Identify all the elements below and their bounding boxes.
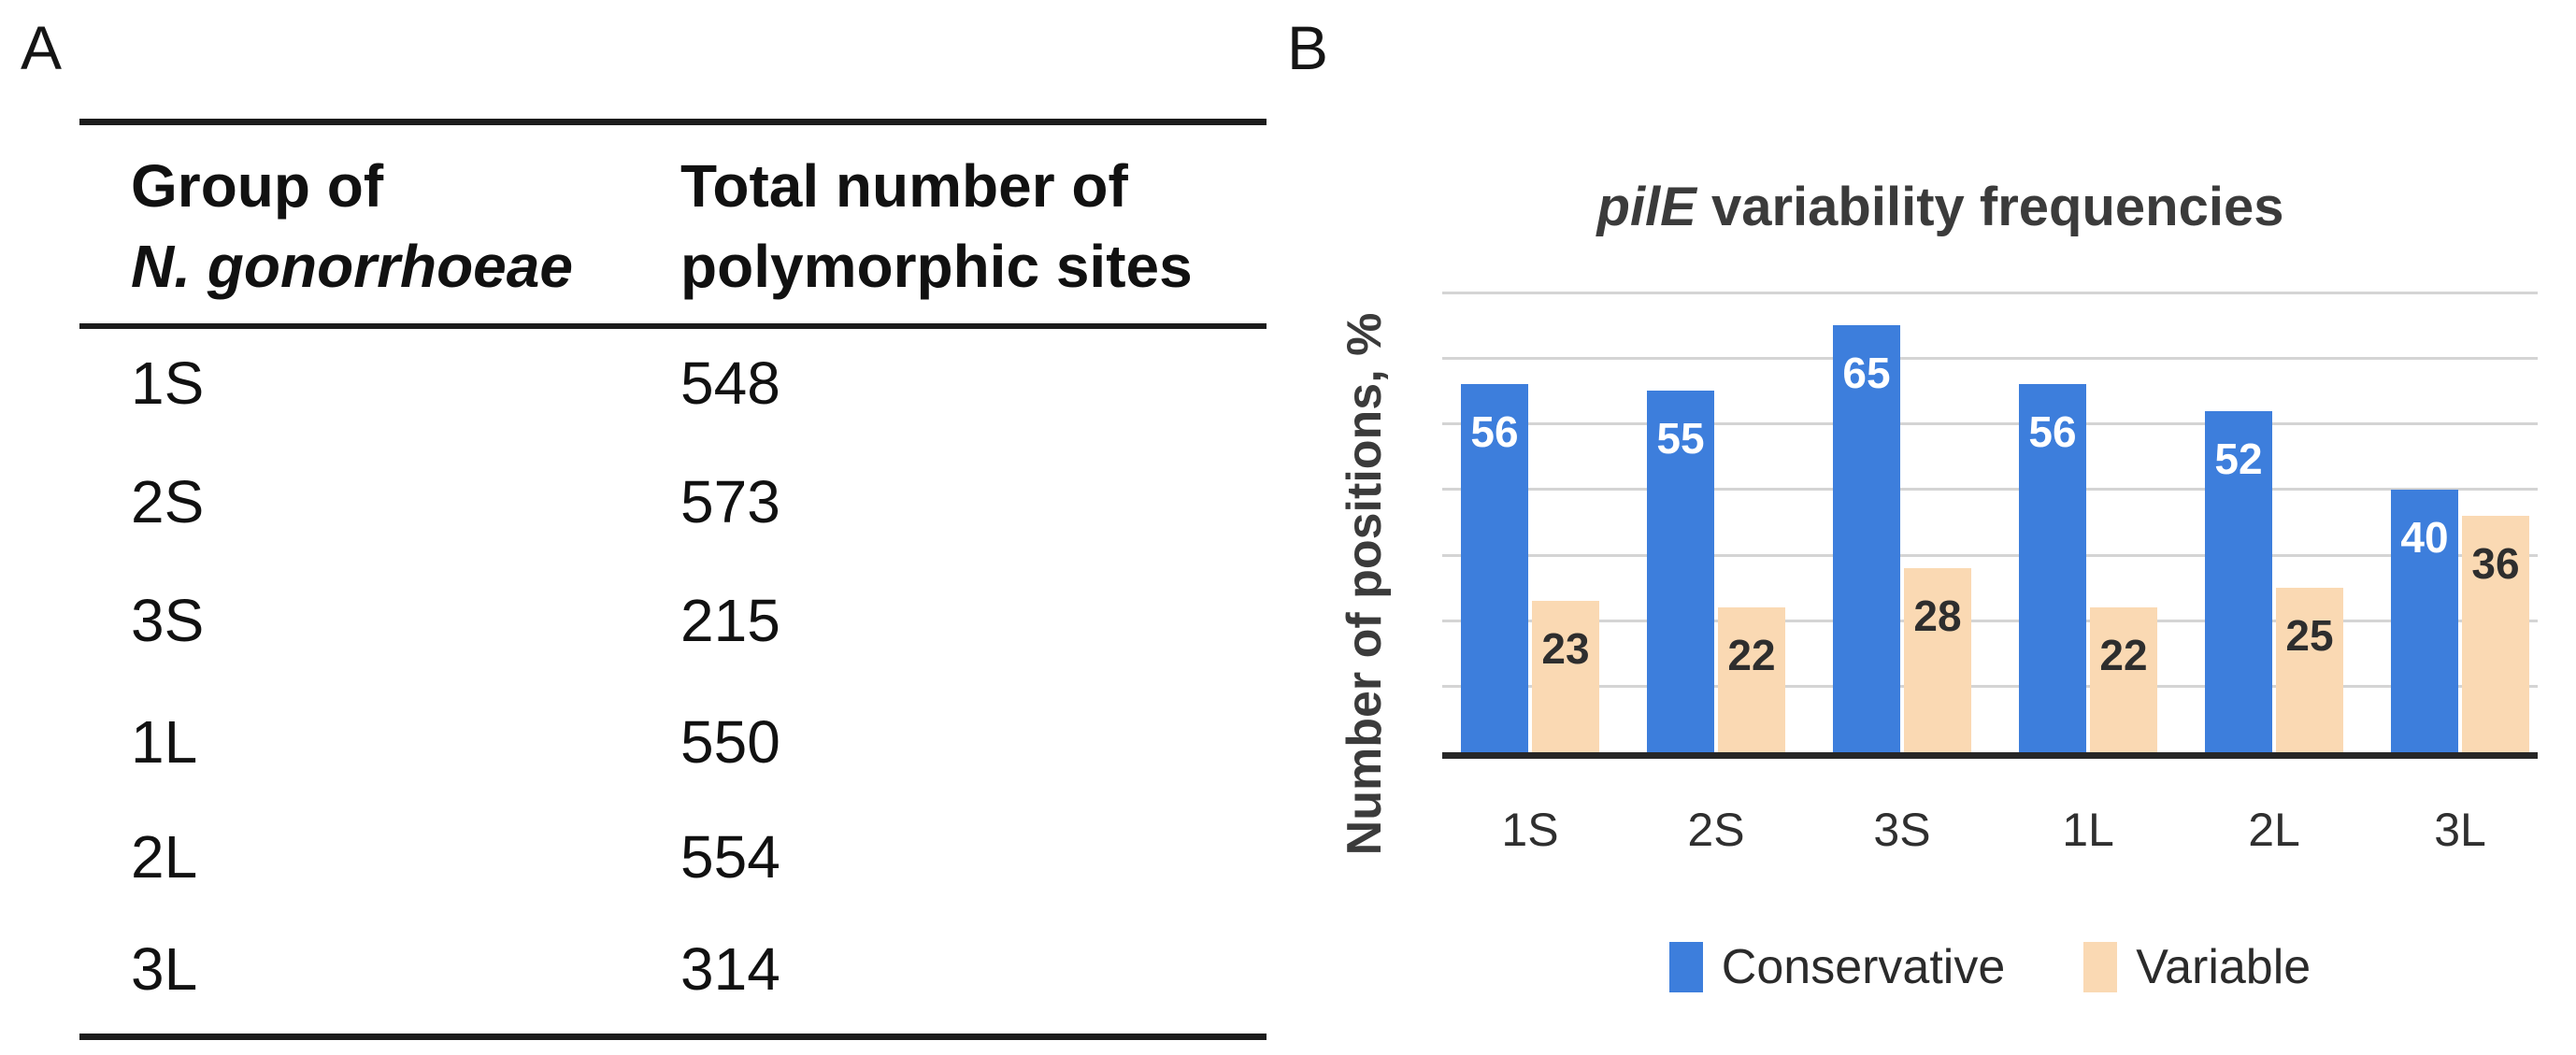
bar-variable-2l: 25	[2276, 588, 2343, 752]
table-cell-group: 2S	[131, 468, 205, 535]
gridline	[1442, 553, 2538, 557]
table-top-rule	[79, 119, 1267, 125]
chart-title-rest: variability frequencies	[1696, 177, 2284, 237]
table-cell-sites: 573	[680, 468, 780, 535]
legend-label-variable: Variable	[2136, 940, 2311, 994]
table-cell-sites: 550	[680, 708, 780, 776]
bar-value-label: 56	[2028, 407, 2077, 457]
legend-item-conservative: Conservative	[1668, 940, 2006, 994]
gridline	[1442, 356, 2538, 360]
bar-conservative-3l: 40	[2391, 489, 2458, 752]
bar-variable-2s: 22	[1718, 607, 1785, 752]
bar-value-label: 56	[1470, 407, 1519, 457]
bar-value-label: 55	[1656, 414, 1705, 463]
table-header-sites: Total number of polymorphic sites	[680, 146, 1193, 307]
x-tick-label: 3S	[1873, 804, 1931, 856]
x-tick-label: 1L	[2062, 804, 2114, 856]
bar-value-label: 52	[2214, 434, 2263, 483]
bar-value-label: 28	[1913, 592, 1962, 641]
bar-variable-1s: 23	[1532, 601, 1599, 752]
table-cell-sites: 554	[680, 823, 780, 891]
table-cell-group: 1S	[131, 349, 205, 417]
table-header-sites-line1: Total number of	[680, 152, 1128, 220]
gridline	[1442, 422, 2538, 426]
bar-value-label: 22	[1727, 631, 1776, 680]
table-header-group: Group of N. gonorrhoeae	[131, 146, 573, 307]
y-axis-label: Number of positions, %	[1338, 312, 1392, 856]
x-tick-label: 1S	[1501, 804, 1559, 856]
legend-swatch-conservative	[1668, 942, 1703, 992]
table-cell-group: 1L	[131, 708, 198, 776]
table-header-sites-line2: polymorphic sites	[680, 233, 1193, 300]
gridline	[1442, 291, 2538, 294]
chart-title-gene: pilE	[1596, 177, 1696, 237]
gridline	[1442, 685, 2538, 689]
table-cell-group: 3S	[131, 587, 205, 654]
table-cell-sites: 548	[680, 349, 780, 417]
x-axis-line	[1442, 752, 2538, 759]
table-mid-rule	[79, 323, 1267, 329]
table-cell-sites: 215	[680, 587, 780, 654]
legend-item-variable: Variable	[2083, 942, 2311, 992]
bar-conservative-3s: 65	[1833, 325, 1900, 752]
panel-b-label: B	[1287, 13, 1329, 82]
table-cell-group: 3L	[131, 935, 198, 1003]
plot-area: 56 23 55 22 65 28 56 22 52 25 40 36	[1442, 291, 2538, 752]
bar-variable-1l: 22	[2090, 607, 2157, 752]
bar-value-label: 22	[2099, 631, 2148, 680]
table-header-group-line1: Group of	[131, 152, 384, 220]
bar-value-label: 23	[1541, 624, 1590, 674]
legend-swatch-variable	[2083, 942, 2118, 992]
table-bottom-rule	[79, 1034, 1267, 1040]
panel-a-label: A	[21, 13, 63, 82]
bar-conservative-2l: 52	[2205, 410, 2272, 752]
gridline	[1442, 488, 2538, 492]
chart-title: pilE variability frequencies	[1393, 176, 2488, 238]
gridline	[1442, 619, 2538, 622]
bar-value-label: 40	[2400, 512, 2449, 562]
bar-conservative-1s: 56	[1461, 384, 1528, 752]
legend-label-conservative: Conservative	[1721, 940, 2006, 994]
x-tick-label: 2S	[1687, 804, 1745, 856]
table-cell-sites: 314	[680, 935, 780, 1003]
bar-variable-3l: 36	[2462, 515, 2529, 752]
bar-value-label: 36	[2471, 538, 2520, 588]
x-tick-label: 2L	[2248, 804, 2300, 856]
bar-value-label: 25	[2285, 611, 2334, 661]
x-tick-label: 3L	[2434, 804, 2486, 856]
x-axis-labels: 1S 2S 3S 1L 2L 3L	[1442, 802, 2538, 858]
table-header-group-line2: N. gonorrhoeae	[131, 233, 573, 300]
bar-variable-3s: 28	[1904, 568, 1971, 752]
bar-conservative-2s: 55	[1647, 391, 1714, 752]
bar-value-label: 65	[1842, 349, 1891, 398]
table-cell-group: 2L	[131, 823, 198, 891]
chart-legend: Conservative Variable	[1442, 942, 2538, 992]
bar-conservative-1l: 56	[2019, 384, 2086, 752]
